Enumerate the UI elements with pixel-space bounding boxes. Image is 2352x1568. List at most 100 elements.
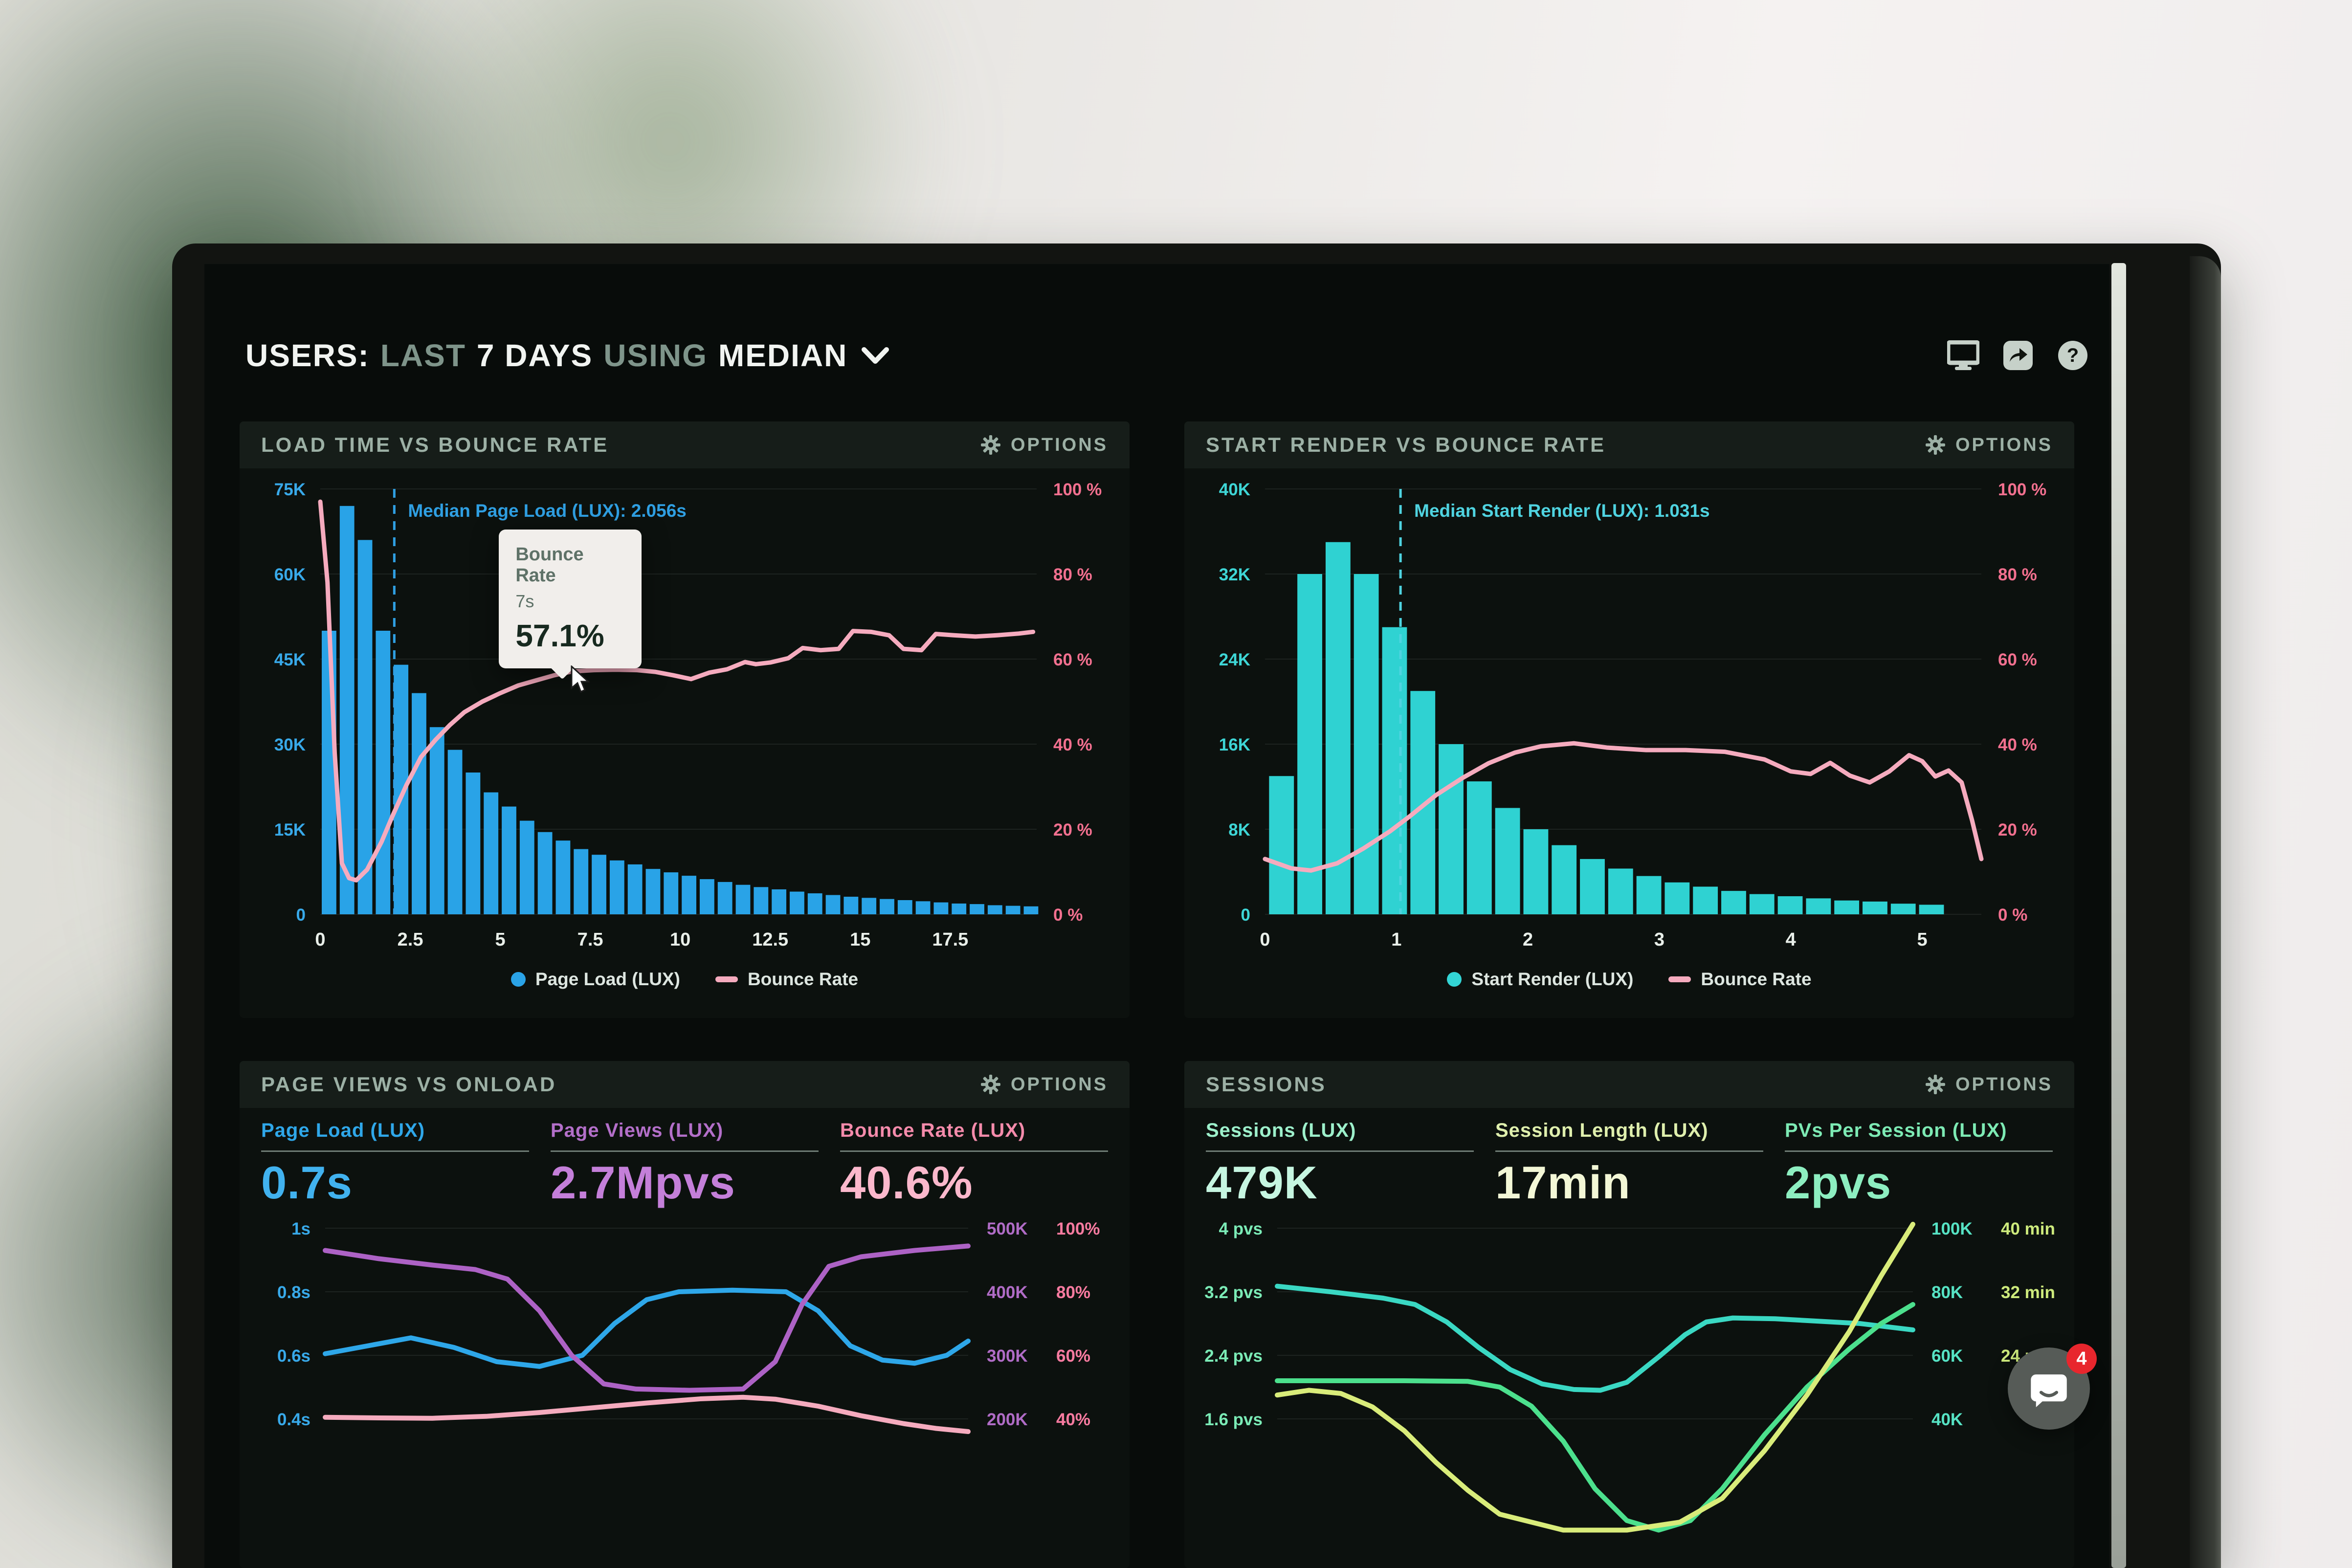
legend-label: Bounce Rate (1701, 969, 1812, 989)
svg-text:1s: 1s (291, 1219, 311, 1238)
dashboard-topbar: USERS: LAST 7 DAYS USING MEDIAN (245, 337, 2089, 374)
start-render-chart-area: 40K 100 % 32K 80 % 24K 60 % 16K 40 % 8K 20 % 0 0 % 0… (1184, 468, 2074, 967)
panel-title: PAGE VIEWS VS ONLOAD (261, 1073, 557, 1096)
dashboard-screen: USERS: LAST 7 DAYS USING MEDIAN (204, 264, 2109, 1568)
median-annotation: Median Page Load (LUX): 2.056s (408, 501, 687, 521)
panel-start-render: START RENDER VS BOUNCE RATE OPTIONS 40K 1… (1184, 421, 2074, 1018)
metric-page-views: Page Views (LUX) 2.7Mpvs (551, 1120, 819, 1206)
svg-text:15: 15 (850, 929, 870, 950)
metric-label: Page Views (LUX) (551, 1120, 724, 1141)
chat-bubble-icon (2031, 1374, 2067, 1408)
metric-divider (551, 1150, 819, 1152)
svg-text:20 %: 20 % (1998, 820, 2037, 839)
svg-text:?: ? (2067, 345, 2079, 366)
series-line-swatch (1668, 976, 1691, 982)
metric-value: 2.7Mpvs (551, 1157, 735, 1208)
title-part: USERS: (245, 338, 370, 373)
help-icon[interactable]: ? (2057, 339, 2089, 372)
svg-text:40 %: 40 % (1053, 735, 1092, 754)
svg-text:8K: 8K (1228, 820, 1250, 839)
metric-divider (261, 1150, 529, 1152)
svg-text:60%: 60% (1056, 1347, 1090, 1366)
svg-text:500K: 500K (987, 1219, 1028, 1238)
svg-text:7.5: 7.5 (577, 929, 603, 950)
svg-text:40%: 40% (1056, 1410, 1090, 1429)
title-part: 7 DAYS (476, 338, 593, 373)
page-views-chart[interactable]: 1s 500K 100% 0.8s 400K 80% 0.6s 300K 60% 0.4s 200K… (240, 1209, 1130, 1544)
chart-legend: Start Render (LUX) Bounce Rate (1184, 969, 2074, 990)
svg-text:100K: 100K (1931, 1219, 1973, 1238)
svg-text:5: 5 (1917, 929, 1927, 950)
options-label: OPTIONS (1010, 1074, 1108, 1095)
topbar-icons: ? (1947, 339, 2089, 372)
chart-tooltip: Bounce Rate 7s 57.1% (499, 530, 642, 669)
svg-text:100%: 100% (1056, 1219, 1100, 1238)
metric-divider (1495, 1150, 1763, 1152)
chart-legend: Page Load (LUX) Bounce Rate (240, 969, 1130, 990)
svg-text:60K: 60K (274, 565, 306, 584)
metric-value: 40.6% (840, 1157, 973, 1208)
svg-text:40 %: 40 % (1998, 735, 2037, 754)
metric-label: Sessions (LUX) (1206, 1120, 1356, 1141)
svg-text:4 pvs: 4 pvs (1219, 1219, 1263, 1238)
series-dot-swatch (510, 972, 526, 987)
start-render-chart[interactable]: 40K 100 % 32K 80 % 24K 60 % 16K 40 % 8K 20 % 0 0 % 0… (1184, 468, 2074, 967)
svg-text:2: 2 (1523, 929, 1533, 950)
tooltip-series: Bounce Rate (515, 544, 584, 586)
tooltip-x-value: 7s (515, 591, 534, 612)
svg-text:1.6 pvs: 1.6 pvs (1204, 1410, 1263, 1429)
options-button[interactable]: OPTIONS (1925, 1074, 2053, 1095)
svg-text:0: 0 (1241, 905, 1250, 925)
panel-title: START RENDER VS BOUNCE RATE (1206, 433, 1606, 456)
metric-session-length: Session Length (LUX) 17min (1495, 1120, 1763, 1206)
options-button[interactable]: OPTIONS (980, 1074, 1108, 1095)
metrics-row: Page Load (LUX) 0.7s Page Views (LUX) 2.… (240, 1108, 1130, 1209)
svg-text:200K: 200K (987, 1410, 1028, 1429)
chat-launcher[interactable]: 4 (2008, 1344, 2097, 1430)
svg-text:40 min: 40 min (2001, 1219, 2055, 1238)
mouse-cursor (571, 665, 591, 693)
svg-text:15K: 15K (274, 820, 306, 839)
load-time-chart-area: 75K 100 % 60K 80 % 45K 60 % 30K 40 % 15K 20 % 0 0 %… (240, 468, 1130, 967)
svg-text:32K: 32K (1219, 565, 1250, 584)
metric-sessions: Sessions (LUX) 479K (1206, 1120, 1474, 1206)
svg-text:100 %: 100 % (1998, 480, 2046, 499)
svg-text:17.5: 17.5 (932, 929, 968, 950)
gear-icon (1926, 435, 1945, 455)
title-part: LAST (380, 338, 466, 373)
gear-icon (981, 1075, 1000, 1094)
chevron-down-icon[interactable] (861, 346, 889, 365)
panel-grid: LOAD TIME VS BOUNCE RATE OPTIONS 75K 100 … (240, 421, 2074, 1568)
laptop: USERS: LAST 7 DAYS USING MEDIAN (172, 243, 2221, 1568)
svg-text:1: 1 (1391, 929, 1401, 950)
svg-text:40K: 40K (1931, 1410, 1963, 1429)
monitor-icon[interactable] (1947, 339, 1979, 372)
options-label: OPTIONS (1010, 434, 1108, 455)
metric-value: 479K (1206, 1157, 1318, 1208)
panel-header: START RENDER VS BOUNCE RATE OPTIONS (1184, 421, 2074, 468)
svg-text:80 %: 80 % (1998, 565, 2037, 584)
title-part: MEDIAN (718, 338, 848, 373)
options-button[interactable]: OPTIONS (980, 435, 1108, 456)
panel-header: SESSIONS OPTIONS (1184, 1061, 2074, 1108)
share-icon[interactable] (2002, 339, 2034, 372)
svg-text:100 %: 100 % (1053, 480, 1102, 499)
page-title[interactable]: USERS: LAST 7 DAYS USING MEDIAN (245, 337, 889, 374)
svg-text:80K: 80K (1931, 1283, 1963, 1302)
gear-icon (981, 435, 1000, 455)
sessions-chart[interactable]: 4 pvs 100K 40 min 3.2 pvs 80K 32 min 2.4 pvs 60… (1184, 1209, 2074, 1544)
svg-text:75K: 75K (274, 480, 306, 499)
options-button[interactable]: OPTIONS (1925, 435, 2053, 456)
svg-text:2.4 pvs: 2.4 pvs (1204, 1347, 1263, 1366)
load-time-chart[interactable]: 75K 100 % 60K 80 % 45K 60 % 30K 40 % 15K 20 % 0 0 %… (240, 468, 1130, 967)
panel-header: PAGE VIEWS VS ONLOAD OPTIONS (240, 1061, 1130, 1108)
page-views-chart-area: 1s 500K 100% 0.8s 400K 80% 0.6s 300K 60% 0.4s 200K… (240, 1209, 1130, 1544)
svg-text:0.4s: 0.4s (277, 1410, 311, 1429)
metric-divider (1785, 1150, 2053, 1152)
panel-title: SESSIONS (1206, 1073, 1327, 1096)
svg-text:16K: 16K (1219, 735, 1250, 754)
svg-text:4: 4 (1786, 929, 1796, 950)
laptop-body-edge (2190, 256, 2221, 1568)
metric-pvs-per-session: PVs Per Session (LUX) 2pvs (1785, 1120, 2053, 1206)
metric-value: 2pvs (1785, 1157, 1892, 1208)
